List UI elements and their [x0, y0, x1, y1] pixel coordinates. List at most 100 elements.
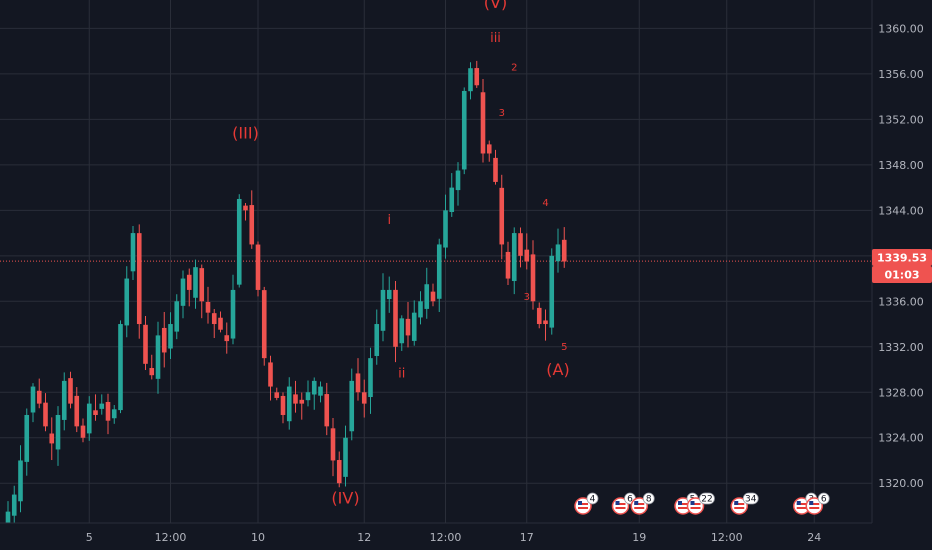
candle[interactable] [268, 355, 273, 401]
candle[interactable] [418, 291, 423, 325]
economic-event-markers[interactable]: 4685223436 [574, 492, 830, 515]
candle[interactable] [74, 387, 80, 433]
candlestick-series[interactable] [5, 60, 567, 533]
candle[interactable] [24, 408, 30, 476]
candle[interactable] [393, 281, 398, 363]
candle[interactable] [274, 387, 280, 401]
candle[interactable] [474, 60, 480, 88]
candle[interactable] [555, 228, 561, 273]
candle[interactable] [280, 392, 286, 424]
event-marker[interactable]: 6 [805, 492, 830, 515]
candle[interactable] [255, 241, 261, 297]
candle[interactable] [49, 417, 55, 461]
candle[interactable] [236, 194, 242, 288]
candle[interactable] [136, 224, 142, 339]
candle[interactable] [399, 315, 405, 351]
candle[interactable] [168, 312, 173, 359]
candle[interactable] [18, 445, 23, 513]
candle[interactable] [205, 286, 211, 324]
candle[interactable] [36, 378, 42, 409]
candle[interactable] [155, 321, 161, 394]
candle[interactable] [530, 240, 536, 310]
candle[interactable] [143, 316, 148, 371]
candle[interactable] [230, 274, 236, 345]
candle[interactable] [43, 393, 48, 432]
candle[interactable] [430, 283, 436, 307]
candle[interactable] [149, 354, 155, 380]
candle[interactable] [161, 311, 167, 368]
event-marker[interactable]: 34 [730, 492, 759, 515]
candle[interactable] [511, 227, 517, 295]
candle[interactable] [299, 392, 305, 420]
candle[interactable] [436, 238, 442, 312]
candle[interactable] [336, 451, 342, 488]
candle[interactable] [524, 233, 530, 270]
candle[interactable] [311, 377, 317, 410]
candle[interactable] [330, 418, 336, 477]
candle[interactable] [518, 227, 523, 268]
candle[interactable] [243, 203, 248, 221]
candle[interactable] [286, 377, 292, 430]
candle[interactable] [11, 485, 17, 526]
candle[interactable] [536, 302, 542, 329]
candle[interactable] [405, 301, 411, 348]
candle[interactable] [93, 394, 98, 421]
candle[interactable] [468, 62, 473, 100]
candle[interactable] [374, 309, 380, 365]
candle[interactable] [111, 405, 117, 424]
candle[interactable] [361, 379, 367, 418]
candle[interactable] [349, 368, 355, 441]
candle[interactable] [99, 394, 105, 415]
candle[interactable] [211, 309, 217, 339]
candle[interactable] [68, 371, 73, 409]
candle[interactable] [130, 225, 136, 281]
candle[interactable] [55, 406, 61, 466]
event-marker[interactable]: 6 [611, 492, 636, 515]
candle[interactable] [561, 227, 567, 268]
time-axis[interactable] [0, 523, 932, 550]
candle[interactable] [61, 372, 67, 431]
candle[interactable] [318, 381, 323, 403]
candle[interactable] [386, 276, 392, 313]
candle[interactable] [186, 268, 192, 307]
candle[interactable] [461, 87, 467, 175]
candle-body [161, 327, 167, 353]
candle[interactable] [455, 162, 461, 206]
candle[interactable] [193, 259, 198, 309]
candle[interactable] [324, 382, 330, 436]
candle[interactable] [449, 173, 455, 217]
candle[interactable] [368, 347, 373, 414]
candle[interactable] [180, 270, 186, 319]
candle[interactable] [493, 149, 498, 185]
candle[interactable] [443, 194, 448, 259]
candle[interactable] [218, 311, 223, 333]
candle[interactable] [499, 174, 505, 260]
candle[interactable] [486, 140, 492, 162]
candle[interactable] [30, 383, 36, 423]
candle[interactable] [105, 393, 111, 435]
event-marker[interactable]: 8 [630, 492, 655, 515]
candle[interactable] [199, 264, 205, 319]
candle[interactable] [124, 266, 130, 338]
candle[interactable] [480, 79, 486, 163]
candle[interactable] [118, 320, 123, 414]
candle[interactable] [411, 300, 417, 346]
candle[interactable] [305, 380, 311, 407]
candle[interactable] [249, 190, 255, 249]
event-marker[interactable]: 4 [574, 492, 599, 515]
candle[interactable] [355, 358, 361, 401]
candle[interactable] [261, 286, 267, 366]
candle[interactable] [543, 309, 548, 341]
candle[interactable] [80, 418, 86, 443]
candle[interactable] [224, 322, 230, 354]
candle[interactable] [174, 294, 180, 340]
candle[interactable] [343, 425, 348, 487]
candle[interactable] [424, 267, 430, 319]
candle[interactable] [549, 248, 555, 335]
candle[interactable] [505, 241, 511, 285]
candle[interactable] [380, 273, 386, 342]
event-marker[interactable]: 22 [686, 492, 715, 515]
candle[interactable] [293, 380, 298, 413]
candle[interactable] [86, 396, 92, 441]
